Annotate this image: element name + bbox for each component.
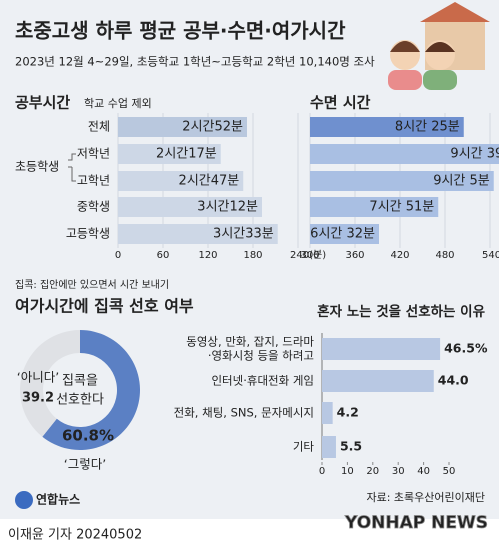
kids-illustration	[388, 2, 490, 90]
category-label: 중학생	[77, 200, 110, 214]
chart-subtitle: 학교 수업 제외	[84, 97, 152, 110]
category-label: 전화, 채팅, SNS, 문자메시지	[174, 406, 314, 420]
x-tick-label: 30	[392, 466, 405, 477]
title: 초중고생 하루 평균 공부·수면·여가시간	[15, 19, 346, 43]
value-label: 39.2	[22, 391, 54, 406]
group-bracket	[68, 153, 76, 182]
x-tick-label: 300	[300, 250, 319, 261]
x-tick-label: 180	[243, 250, 262, 261]
value-label: 60.8%	[62, 427, 114, 445]
watermark: YONHAP NEWS	[344, 513, 488, 533]
logo: 연합뉴스	[36, 492, 80, 507]
value-label: 2시간52분	[182, 120, 243, 135]
group-label: 초등학생	[15, 160, 59, 174]
x-tick-label: 20	[366, 466, 379, 477]
category-label: ‘아니다’	[17, 370, 59, 385]
chart-title: 혼자 노는 것을 선호하는 이유	[317, 303, 485, 320]
bar	[310, 117, 464, 137]
bar	[322, 370, 434, 392]
center-label: 선호한다	[56, 393, 104, 408]
chart-title: 여가시간에 집콕 선호 여부	[15, 297, 194, 316]
value-label: 8시간 25분	[395, 120, 460, 135]
category-label: 고등학생	[66, 227, 110, 241]
x-tick-label: 0	[115, 250, 121, 261]
category-label: 전체	[88, 120, 110, 134]
logo-icon	[15, 491, 33, 509]
value-label: 6시간 32분	[310, 227, 375, 242]
bar	[118, 224, 278, 244]
chart-title: 수면 시간	[310, 94, 371, 112]
x-tick-label: 50	[443, 466, 456, 477]
category-label: 동영상, 만화, 잡지, 드라마	[186, 335, 314, 349]
x-tick-label: 10	[341, 466, 354, 477]
subtitle: 2023년 12월 4~29일, 초등학교 1학년~고등학교 2학년 10,14…	[15, 55, 375, 69]
x-tick-label: 360	[345, 250, 364, 261]
value-label: 3시간12분	[197, 200, 258, 215]
bar	[310, 144, 499, 164]
value-label: 9시간 5분	[433, 174, 490, 189]
value-label: 3시간33분	[213, 227, 274, 242]
category-label: 인터넷·휴대전화 게임	[211, 374, 314, 388]
value-label: 7시간 51분	[369, 200, 434, 215]
chart-title: 공부시간	[15, 94, 70, 112]
x-tick-label: 240(분)	[290, 249, 326, 261]
bar	[310, 224, 379, 244]
x-tick-label: 60	[157, 250, 170, 261]
source: 자료: 초록우산어린이재단	[366, 491, 485, 504]
byline: 이재윤 기자 20240502	[8, 528, 142, 543]
x-tick-label: 540(분)	[482, 249, 499, 261]
value-label: 2시간17분	[156, 147, 217, 162]
bar	[310, 197, 439, 217]
bar	[322, 402, 333, 424]
x-tick-label: 40	[417, 466, 430, 477]
category-label: ·영화시청 등을 하려고	[208, 349, 314, 363]
value-label: 4.2	[337, 405, 359, 420]
bar	[118, 144, 221, 164]
value-label: 44.0	[438, 373, 469, 388]
value-label: 46.5%	[444, 341, 488, 356]
bar	[322, 338, 441, 360]
bar	[118, 171, 244, 191]
category-label: ‘그렇다’	[64, 457, 106, 472]
x-tick-label: 480	[435, 250, 454, 261]
bar	[118, 117, 247, 137]
footer-bar	[0, 519, 499, 551]
note: 집콕: 집안에만 있으면서 시간 보내기	[15, 279, 169, 291]
bar	[322, 436, 336, 458]
category-label: 기타	[293, 440, 315, 454]
donut-segment	[42, 330, 141, 451]
x-tick-label: 420	[390, 250, 409, 261]
donut-segment	[20, 330, 80, 437]
category-label: 고학년	[77, 174, 110, 188]
bar	[310, 171, 494, 191]
x-tick-label: 0	[319, 466, 325, 477]
value-label: 2시간47분	[179, 174, 240, 189]
center-label: 집콕을	[62, 374, 98, 389]
x-tick-label: 120	[198, 250, 217, 261]
value-label: 5.5	[340, 439, 362, 454]
bar	[118, 197, 262, 217]
value-label: 9시간 39분	[450, 147, 499, 162]
category-label: 저학년	[77, 147, 110, 161]
